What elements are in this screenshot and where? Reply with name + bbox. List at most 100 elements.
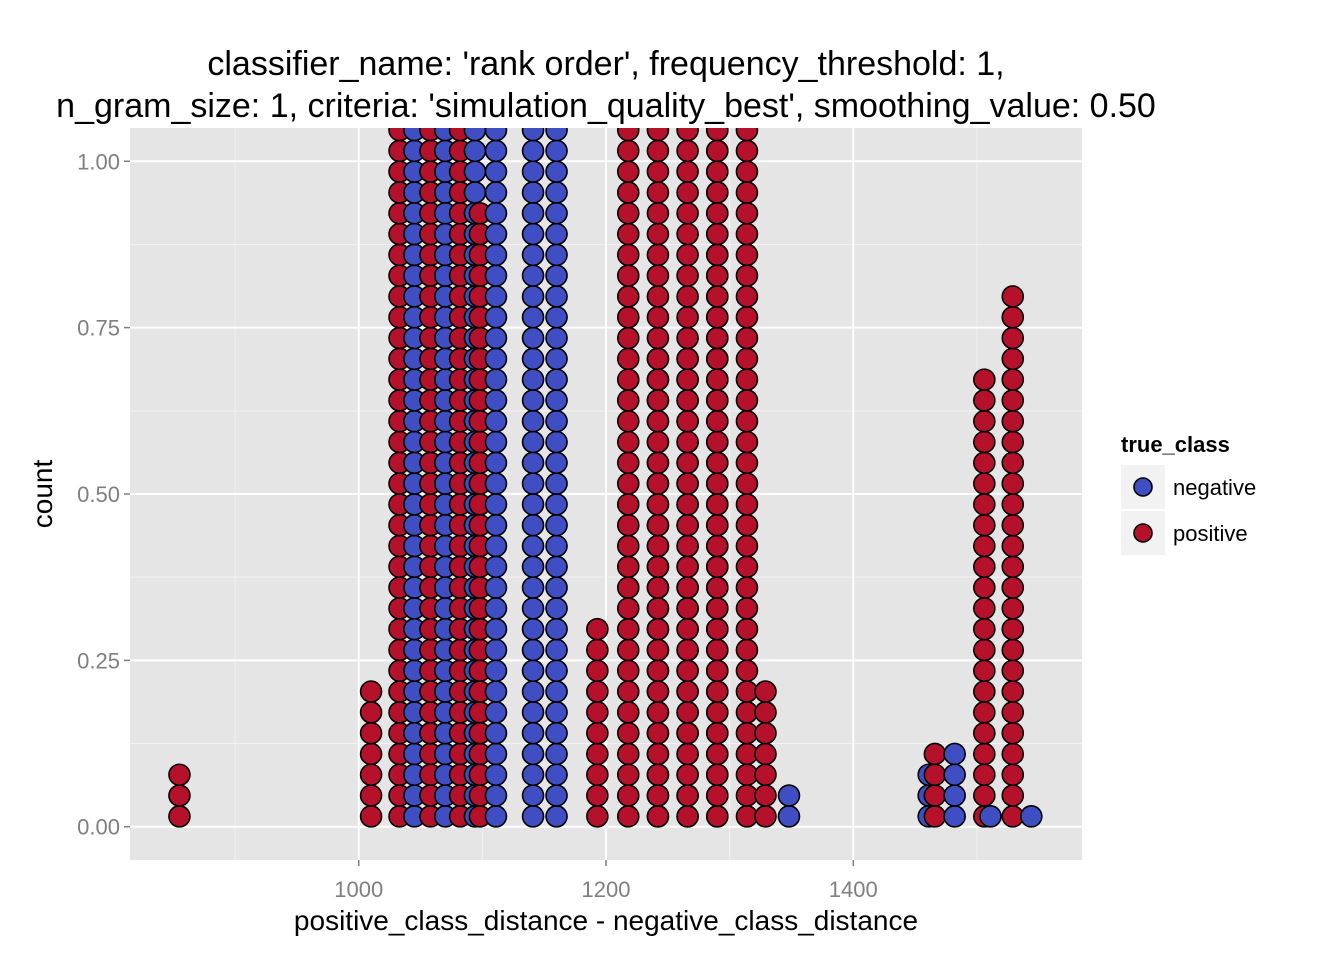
dot-negative bbox=[545, 243, 568, 267]
dot-positive bbox=[1001, 597, 1025, 620]
dot-negative bbox=[545, 409, 568, 433]
dot-negative bbox=[521, 805, 545, 828]
dot-negative bbox=[521, 638, 545, 662]
dot-negative bbox=[943, 763, 966, 787]
dot-negative bbox=[484, 285, 508, 308]
legend-key-positive bbox=[1133, 523, 1153, 543]
dot-positive bbox=[973, 472, 996, 495]
dot-layer bbox=[168, 128, 1043, 828]
dot-positive bbox=[754, 784, 777, 807]
dot-positive bbox=[973, 721, 996, 745]
dot-positive bbox=[676, 305, 699, 329]
dot-positive bbox=[646, 181, 670, 204]
dot-positive bbox=[1001, 513, 1025, 537]
dot-positive bbox=[676, 659, 699, 683]
dot-positive bbox=[676, 326, 699, 350]
dot-negative bbox=[521, 513, 545, 537]
dot-negative bbox=[521, 389, 545, 412]
dot-positive bbox=[359, 763, 383, 787]
dot-positive bbox=[616, 597, 640, 620]
dot-negative bbox=[545, 285, 568, 308]
dot-positive bbox=[676, 805, 699, 828]
dot-positive bbox=[676, 222, 699, 246]
dot-negative bbox=[545, 264, 568, 287]
dot-positive bbox=[705, 493, 729, 516]
dot-positive bbox=[735, 264, 759, 287]
dot-positive bbox=[646, 742, 670, 766]
dot-positive bbox=[973, 430, 996, 454]
dot-positive bbox=[616, 513, 640, 537]
dot-positive bbox=[646, 805, 670, 828]
dot-positive bbox=[646, 597, 670, 620]
dot-positive bbox=[705, 638, 729, 662]
dot-negative bbox=[545, 659, 568, 683]
dot-negative bbox=[545, 513, 568, 537]
dot-positive bbox=[735, 659, 759, 683]
dot-negative bbox=[545, 680, 568, 703]
dot-negative bbox=[545, 721, 568, 745]
dot-negative bbox=[484, 534, 508, 558]
dot-positive bbox=[1001, 347, 1025, 371]
dot-negative bbox=[484, 201, 508, 225]
dot-positive bbox=[586, 701, 609, 724]
dot-positive bbox=[705, 784, 729, 807]
dot-negative bbox=[484, 784, 508, 807]
dot-positive bbox=[973, 742, 996, 766]
dot-positive bbox=[616, 409, 640, 433]
plot-area bbox=[130, 128, 1082, 860]
dot-positive bbox=[735, 368, 759, 391]
dot-positive bbox=[1001, 534, 1025, 558]
dot-negative bbox=[545, 742, 568, 766]
dot-negative bbox=[979, 805, 1002, 828]
dot-negative bbox=[521, 160, 545, 183]
dot-positive bbox=[705, 389, 729, 412]
dot-positive bbox=[646, 617, 670, 641]
dot-positive bbox=[973, 451, 996, 475]
dot-positive bbox=[616, 534, 640, 558]
dot-positive bbox=[646, 389, 670, 412]
dot-positive bbox=[735, 617, 759, 641]
chart-title-line-1: classifier_name: 'rank order', frequency… bbox=[207, 45, 1004, 83]
dot-positive bbox=[705, 597, 729, 620]
x-axis-ticks: 1000 1200 1400 bbox=[334, 860, 878, 902]
x-tick-label: 1200 bbox=[582, 877, 631, 902]
dot-positive bbox=[1001, 576, 1025, 599]
dot-positive bbox=[646, 409, 670, 433]
dot-negative bbox=[484, 409, 508, 433]
dot-positive bbox=[646, 264, 670, 287]
dot-positive bbox=[735, 513, 759, 537]
dot-positive bbox=[646, 160, 670, 183]
dot-positive bbox=[646, 139, 670, 163]
dot-negative bbox=[545, 305, 568, 329]
dot-positive bbox=[676, 264, 699, 287]
dot-negative bbox=[521, 409, 545, 433]
dot-negative bbox=[484, 389, 508, 412]
dot-positive bbox=[646, 576, 670, 599]
dot-negative bbox=[521, 472, 545, 495]
gridlines bbox=[130, 128, 1082, 860]
dot-positive bbox=[676, 347, 699, 371]
dot-positive bbox=[735, 326, 759, 350]
dot-positive bbox=[705, 534, 729, 558]
dot-negative bbox=[521, 430, 545, 454]
dot-negative bbox=[521, 617, 545, 641]
dot-negative bbox=[521, 201, 545, 225]
dot-positive bbox=[735, 430, 759, 454]
dot-negative bbox=[545, 493, 568, 516]
x-tick-label: 1000 bbox=[334, 877, 383, 902]
dot-positive bbox=[616, 347, 640, 371]
dot-positive bbox=[735, 555, 759, 579]
dot-positive bbox=[1001, 742, 1025, 766]
dot-positive bbox=[735, 243, 759, 267]
dot-negative bbox=[463, 181, 487, 204]
dot-positive bbox=[705, 128, 729, 142]
dot-positive bbox=[646, 472, 670, 495]
dot-positive bbox=[616, 368, 640, 391]
dot-positive bbox=[646, 305, 670, 329]
dot-positive bbox=[735, 128, 759, 142]
dot-positive bbox=[1001, 680, 1025, 703]
dot-negative bbox=[521, 128, 545, 142]
dot-positive bbox=[705, 347, 729, 371]
dot-positive bbox=[676, 617, 699, 641]
dot-positive bbox=[586, 680, 609, 703]
